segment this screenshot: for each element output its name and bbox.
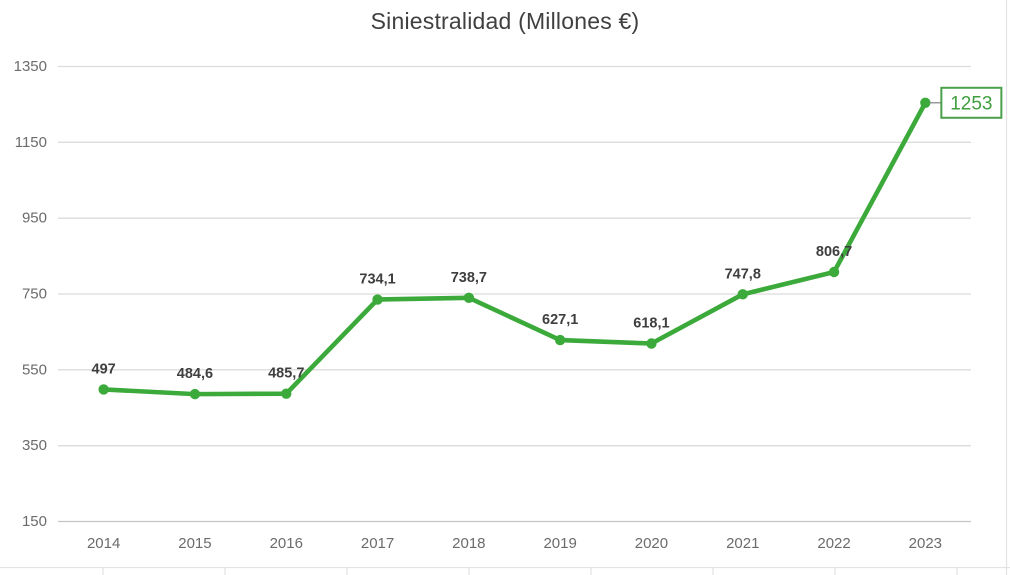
data-point-2022 <box>828 266 840 278</box>
x-tick-label: 2021 <box>726 535 759 552</box>
x-tick-label: 2018 <box>452 535 485 552</box>
chart-title: Siniestralidad (Millones €) <box>370 8 640 34</box>
data-point-2021 <box>737 289 748 300</box>
data-point-2014 <box>98 384 109 395</box>
series-line-siniestralidad <box>101 100 928 397</box>
data-label-2022: 806,7 <box>816 244 852 260</box>
data-point-2017 <box>372 294 383 305</box>
y-tick-label: 150 <box>22 513 47 530</box>
y-tick-label: 550 <box>22 361 47 378</box>
data-point-2020 <box>646 338 657 349</box>
x-tick-label: 2022 <box>817 535 850 552</box>
data-label-2014: 497 <box>92 361 116 377</box>
x-tick-label: 2016 <box>270 535 303 552</box>
callout-value-label: 1253 <box>950 93 992 114</box>
x-tick-label: 2020 <box>635 535 668 552</box>
x-tick-label: 2014 <box>87 535 120 552</box>
data-point-2023 <box>920 97 931 108</box>
y-tick-label: 1150 <box>15 134 47 151</box>
data-label-2015: 484,6 <box>177 366 213 382</box>
y-tick-label: 750 <box>22 286 47 303</box>
data-label-2017: 734,1 <box>359 272 395 288</box>
x-tick-label: 2019 <box>543 535 576 552</box>
x-tick-label: 2015 <box>178 535 211 552</box>
callout-box <box>940 86 1003 119</box>
x-tick-label: 2017 <box>361 535 394 552</box>
y-tick-label: 950 <box>22 210 47 227</box>
y-tick-label: 350 <box>22 437 47 454</box>
data-label-2019: 627,1 <box>542 312 578 328</box>
y-tick-label: 1350 <box>14 58 47 75</box>
data-label-2021: 747,8 <box>725 266 761 282</box>
data-point-2019 <box>554 334 566 346</box>
data-label-2018: 738,7 <box>451 270 487 286</box>
x-tick-label: 2023 <box>909 535 942 552</box>
data-point-2016 <box>281 388 292 399</box>
data-point-2015 <box>189 388 201 400</box>
data-label-2020: 618,1 <box>633 316 669 332</box>
data-point-2018 <box>463 292 475 303</box>
data-label-2016: 485,7 <box>268 366 304 382</box>
